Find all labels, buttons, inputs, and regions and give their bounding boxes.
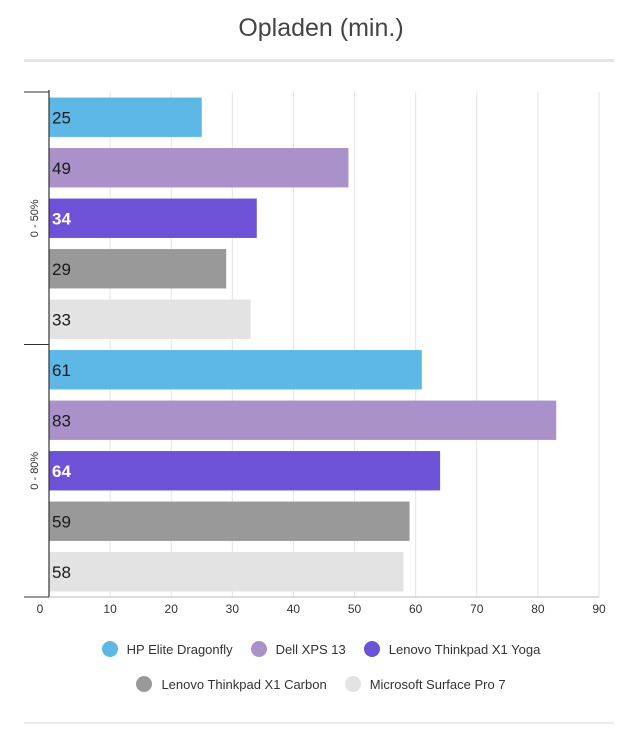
group-label-0-50: 0 - 50% [29, 199, 41, 237]
title-divider [24, 59, 614, 62]
x-tick-label-0: 0 [37, 602, 44, 616]
footer-divider [24, 722, 614, 724]
bar-0-80-microsoft-surface-pro-7 [49, 552, 404, 592]
x-tick-label-10: 10 [103, 602, 117, 616]
chart-title: Opladen (min.) [238, 14, 404, 42]
x-tick-label-50: 50 [348, 602, 362, 616]
bar-0-80-hp-elite-dragonfly [49, 350, 422, 390]
x-tick-label-70: 70 [470, 602, 484, 616]
bar-0-50-lenovo-thinkpad-x1-yoga [49, 198, 257, 238]
bar-0-50-dell-xps-13-label: 49 [52, 159, 71, 178]
bar-0-50-microsoft-surface-pro-7 [49, 299, 251, 339]
legend-label-microsoft-surface-pro-7: Microsoft Surface Pro 7 [369, 676, 506, 692]
bar-chart: 25 61 49 83 34 64 29 59 33 58 0 - 50% 0 - 80% 0 10 20 3… [24, 90, 606, 616]
bar-0-50-lenovo-thinkpad-x1-carbon-label: 29 [52, 260, 71, 279]
x-tick-label-80: 80 [531, 602, 545, 616]
bar-0-50-hp-elite-dragonfly [49, 97, 202, 137]
bar-0-80-lenovo-thinkpad-x1-yoga-label: 64 [52, 462, 71, 481]
bar-0-80-dell-xps-13 [49, 400, 557, 440]
legend-swatch-lenovo-thinkpad-x1-carbon [136, 676, 153, 692]
legend-swatch-dell-xps-13 [250, 641, 267, 657]
legend-item-microsoft-surface-pro-7[interactable]: Microsoft Surface Pro 7 [344, 676, 506, 692]
legend-item-lenovo-thinkpad-x1-carbon[interactable]: Lenovo Thinkpad X1 Carbon [136, 676, 327, 692]
bar-0-80-lenovo-thinkpad-x1-yoga [49, 451, 441, 491]
bar-0-50-lenovo-thinkpad-x1-yoga-label: 34 [52, 209, 71, 228]
bar-0-80-lenovo-thinkpad-x1-carbon [49, 501, 410, 541]
bar-0-50-lenovo-thinkpad-x1-carbon [49, 249, 227, 289]
bar-0-50-dell-xps-13 [49, 148, 349, 188]
bar-0-80-microsoft-surface-pro-7-label: 58 [52, 563, 71, 582]
bar-0-50-microsoft-surface-pro-7-label: 33 [52, 310, 71, 329]
legend-label-lenovo-thinkpad-x1-yoga: Lenovo Thinkpad X1 Yoga [388, 641, 541, 657]
legend-swatch-hp-elite-dragonfly [101, 641, 118, 657]
legend-row-1: HP Elite Dragonfly Dell XPS 13 Lenovo Th… [0, 641, 642, 657]
legend-label-dell-xps-13: Dell XPS 13 [275, 641, 346, 657]
bar-0-80-lenovo-thinkpad-x1-carbon-label: 59 [52, 512, 71, 531]
bar-0-80-dell-xps-13-label: 83 [52, 411, 71, 430]
bar-0-80-hp-elite-dragonfly-label: 61 [52, 361, 71, 380]
legend-item-hp-elite-dragonfly[interactable]: HP Elite Dragonfly [101, 641, 233, 657]
legend-label-hp-elite-dragonfly: HP Elite Dragonfly [126, 641, 233, 657]
x-tick-label-90: 90 [592, 602, 606, 616]
legend-label-lenovo-thinkpad-x1-carbon: Lenovo Thinkpad X1 Carbon [161, 676, 327, 692]
x-tick-label-20: 20 [165, 602, 179, 616]
legend-swatch-lenovo-thinkpad-x1-yoga [363, 641, 380, 657]
group-label-0-80: 0 - 80% [29, 452, 41, 490]
bar-0-50-hp-elite-dragonfly-label: 25 [52, 108, 71, 127]
legend-swatch-microsoft-surface-pro-7 [344, 676, 361, 692]
legend-row-2: Lenovo Thinkpad X1 Carbon Microsoft Surf… [0, 676, 642, 692]
x-tick-label-30: 30 [226, 602, 240, 616]
legend-item-dell-xps-13[interactable]: Dell XPS 13 [250, 641, 346, 657]
legend-item-lenovo-thinkpad-x1-yoga[interactable]: Lenovo Thinkpad X1 Yoga [363, 641, 541, 657]
x-tick-label-60: 60 [409, 602, 423, 616]
x-tick-label-40: 40 [287, 602, 301, 616]
